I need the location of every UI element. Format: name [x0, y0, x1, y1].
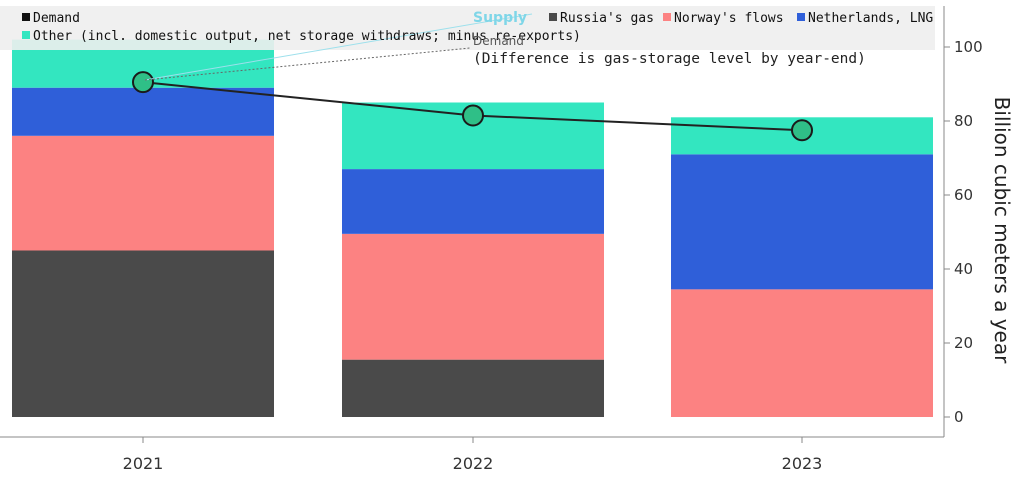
- annotation-guide-line: [144, 47, 471, 81]
- x-tick-label-2022: 2022: [453, 454, 494, 473]
- legend-swatch-other: [22, 31, 30, 39]
- legend-label-netherlands: Netherlands, LNG: [808, 11, 933, 26]
- annotation-demand: Demand: [473, 34, 524, 48]
- demand-point-2022: [462, 104, 484, 127]
- legend-label-russia: Russia's gas: [560, 11, 654, 26]
- y-tick-label-0: 0: [954, 408, 964, 426]
- y-tick-label-80: 80: [954, 112, 973, 130]
- axis-layer: 0 20 40 60 80 100 2021 2022 2023: [0, 6, 983, 473]
- y-axis-label: Billion cubic meters a year: [990, 97, 1014, 364]
- bar-segment-2023-series-2: [671, 154, 933, 290]
- y-tick-label-20: 20: [954, 334, 973, 352]
- legend-swatch-netherlands: [797, 13, 805, 21]
- annotation-supply: Supply: [473, 10, 527, 26]
- bar-segment-2022-series-0: [342, 359, 604, 417]
- annotation-storage-note: (Difference is gas-storage level by year…: [473, 51, 866, 67]
- demand-line-layer: [132, 71, 813, 142]
- bar-segment-2021-series-2: [12, 87, 274, 136]
- y-tick-label-40: 40: [954, 260, 973, 278]
- demand-point-2023: [791, 119, 813, 142]
- legend-swatch-demand: [22, 13, 30, 21]
- bar-segment-2022-series-1: [342, 233, 604, 360]
- legend-swatch-russia: [549, 13, 557, 21]
- bar-segment-2021-series-1: [12, 135, 274, 251]
- x-tick-label-2023: 2023: [782, 454, 823, 473]
- legend-label-other: Other (incl. domestic output, net storag…: [33, 29, 581, 44]
- legend-swatch-norway: [663, 13, 671, 21]
- legend-background: [0, 6, 935, 50]
- bars-layer: [12, 39, 933, 417]
- legend-guide-line: [144, 13, 533, 81]
- x-tick-label-2021: 2021: [123, 454, 164, 473]
- bar-segment-2021-series-0: [12, 250, 274, 417]
- demand-point-2021: [132, 71, 154, 94]
- y-tick-label-60: 60: [954, 186, 973, 204]
- legend-label-demand: Demand: [33, 11, 80, 26]
- y-tick-label-100: 100: [954, 38, 983, 56]
- legend-label-norway: Norway's flows: [674, 11, 784, 26]
- bar-segment-2023-series-1: [671, 289, 933, 417]
- bar-segment-2022-series-2: [342, 169, 604, 234]
